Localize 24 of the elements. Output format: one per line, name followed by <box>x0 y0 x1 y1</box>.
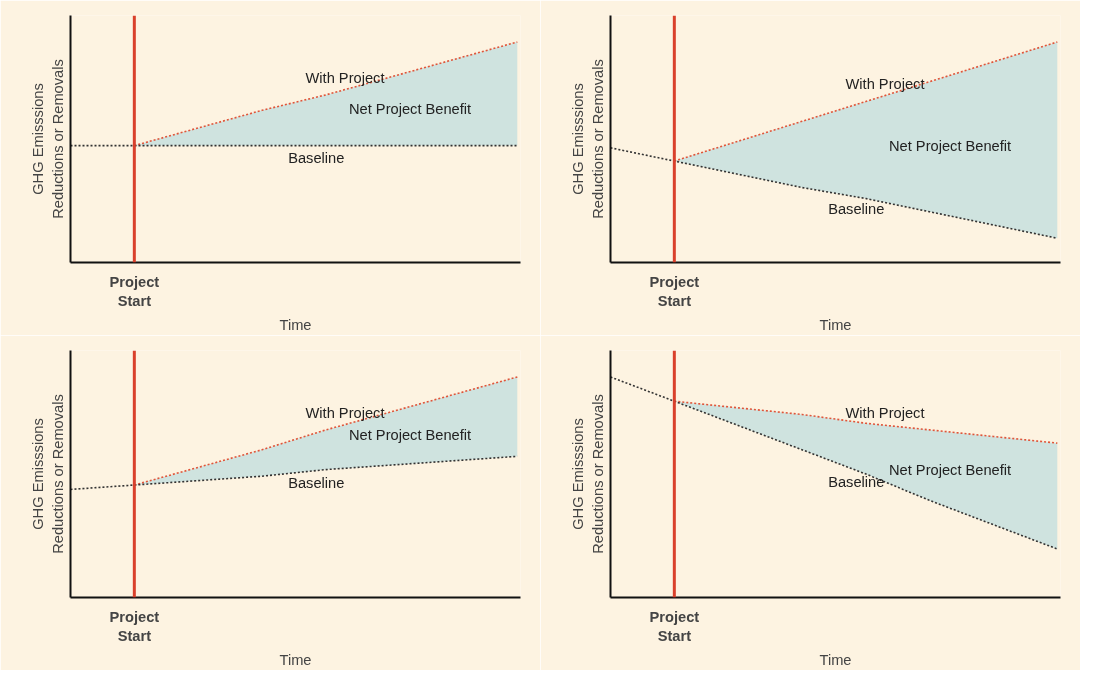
series-label: Baseline <box>288 474 345 491</box>
annotation: Net Project Benefit <box>888 462 1012 479</box>
text: Project Start <box>109 608 160 644</box>
x-axis-title: Time <box>279 316 312 333</box>
series-label: Baseline <box>828 474 885 491</box>
annotation: Net Project Benefit <box>348 100 472 117</box>
y-axis-title: GHG Emisssions Reductions or Removals <box>30 59 66 219</box>
series-label: With Project <box>305 69 385 86</box>
series-label: With Project <box>845 405 925 422</box>
series-label: Baseline <box>288 149 345 166</box>
y-axis-title: GHG Emisssions Reductions or Removals <box>570 394 606 554</box>
y-axis-title: GHG Emisssions Reductions or Removals <box>570 59 606 219</box>
annotation: Net Project Benefit <box>348 427 472 444</box>
annotation: Net Project Benefit <box>888 137 1012 154</box>
series-label: Baseline <box>828 200 885 217</box>
series-label: With Project <box>305 404 385 421</box>
x-axis-title: Time <box>279 651 312 668</box>
text: Project Start <box>649 608 700 644</box>
x-axis-title: Time <box>819 651 852 668</box>
x-axis-title: Time <box>819 316 852 333</box>
text: Project Start <box>109 273 160 309</box>
text: Project Start <box>649 273 700 309</box>
y-axis-title: GHG Emisssions Reductions or Removals <box>30 394 66 554</box>
series-label: With Project <box>845 75 925 92</box>
